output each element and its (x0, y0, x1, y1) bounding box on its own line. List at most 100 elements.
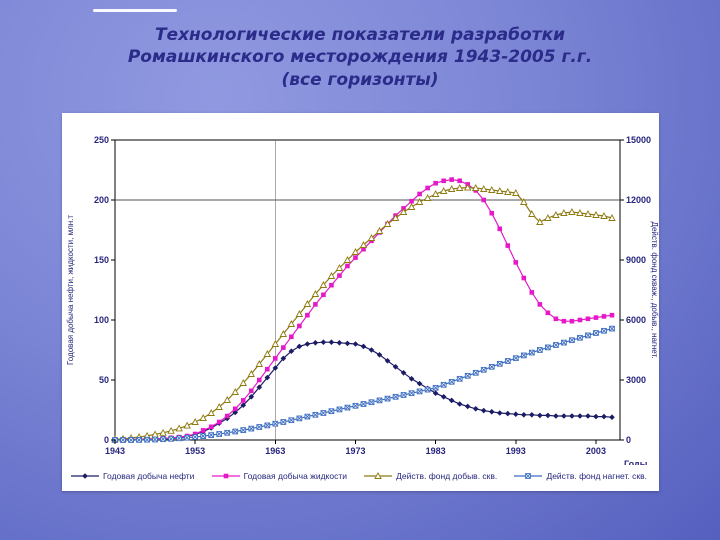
marker-triangle (415, 198, 424, 205)
marker-x-lines (344, 404, 351, 411)
marker-x-lines (304, 413, 311, 420)
x-tick-label: 1943 (105, 446, 125, 456)
y-right-tick-label: 9000 (626, 255, 646, 265)
marker-triangle (343, 256, 352, 263)
marker-x-lines (384, 395, 391, 402)
marker-triangle (279, 330, 288, 337)
marker-triangle (351, 248, 360, 255)
marker-square (240, 398, 246, 403)
marker-diamond (280, 355, 287, 362)
marker-triangle (439, 187, 448, 194)
marker-diamond (553, 413, 559, 419)
marker-square (569, 318, 575, 324)
marker-triangle (431, 190, 440, 197)
marker-x-lines (152, 436, 158, 443)
marker-x-lines (392, 394, 399, 400)
marker-square (321, 292, 326, 298)
marker-x-lines (593, 330, 599, 336)
marker-triangle (423, 194, 432, 201)
marker-diamond (336, 340, 343, 346)
marker-square (561, 318, 567, 324)
marker-triangle (600, 212, 608, 219)
marker-square (361, 246, 366, 252)
marker-x-lines (553, 342, 559, 348)
marker-diamond (569, 413, 575, 419)
marker-x-lines (481, 367, 487, 373)
marker-triangle (207, 409, 215, 416)
marker-x-lines (176, 435, 182, 442)
marker-square (289, 334, 294, 340)
marker-triangle (552, 211, 560, 218)
marker-square (513, 260, 519, 265)
marker-x-lines (224, 430, 230, 436)
x-tick-label: 1953 (185, 446, 205, 456)
marker-x-lines (464, 373, 471, 379)
legend-label: Годовая добыча жидкости (243, 471, 347, 481)
marker-diamond (368, 347, 375, 353)
marker-square (577, 317, 583, 323)
marker-triangle (455, 184, 464, 191)
marker-diamond (464, 403, 471, 410)
marker-x-lines (168, 436, 174, 442)
legend-marker-icon (211, 473, 240, 479)
marker-triangle (399, 208, 408, 215)
marker-triangle (487, 186, 496, 193)
marker-triangle (327, 272, 336, 279)
marker-x-lines (264, 422, 271, 429)
x-tick-label: 1973 (345, 446, 365, 456)
marker-triangle (504, 188, 512, 195)
legend-label: Действ. фонд нагнет. скв. (546, 471, 647, 481)
marker-square (216, 419, 222, 425)
marker-triangle (584, 210, 592, 217)
marker-triangle (247, 370, 256, 377)
marker-triangle (375, 227, 384, 234)
y-left-tick-label: 200 (94, 195, 109, 205)
marker-triangle (167, 426, 175, 434)
marker-diamond (360, 343, 367, 350)
marker-x-lines (513, 355, 519, 361)
marker-x-lines (312, 412, 319, 418)
legend-item-1: Годовая добыча нефти (70, 471, 194, 481)
marker-triangle (479, 185, 488, 192)
marker-x-lines (489, 364, 495, 370)
marker-diamond (240, 402, 247, 408)
marker-triangle (592, 211, 600, 218)
marker-triangle (295, 310, 304, 317)
marker-square (601, 314, 607, 319)
marker-triangle (407, 203, 416, 210)
y-left-tick-label: 250 (94, 135, 109, 145)
marker-diamond (264, 374, 271, 381)
marker-square (433, 180, 438, 186)
y-right-tick-label: 0 (626, 435, 631, 445)
x-tick-label: 1993 (506, 446, 526, 456)
marker-x-lines (136, 437, 142, 443)
marker-square (224, 413, 230, 419)
x-axis-title: Годы (624, 459, 648, 465)
marker-diamond (376, 352, 383, 358)
marker-x-lines (432, 385, 439, 391)
marker-triangle (175, 424, 183, 432)
marker-diamond (248, 394, 255, 400)
marker-x-lines (448, 379, 455, 385)
marker-triangle (239, 379, 248, 386)
marker-x-lines (320, 410, 327, 416)
marker-x-lines (208, 432, 214, 438)
marker-diamond (400, 370, 407, 376)
marker-x-lines (128, 437, 134, 443)
marker-x-lines (144, 436, 150, 443)
marker-x-lines (368, 399, 375, 405)
marker-triangle (520, 198, 528, 205)
marker-x-lines (248, 425, 254, 432)
marker-diamond (352, 341, 359, 347)
marker-square (223, 473, 228, 479)
marker-diamond (609, 414, 615, 420)
marker-x-lines (601, 328, 607, 334)
marker-triangle (199, 414, 207, 421)
marker-triangle (512, 189, 520, 196)
marker-square (232, 406, 238, 412)
marker-triangle (463, 183, 472, 191)
marker-triangle (311, 290, 320, 297)
marker-x-lines (537, 347, 543, 353)
marker-triangle (374, 472, 382, 479)
marker-triangle (568, 208, 576, 215)
